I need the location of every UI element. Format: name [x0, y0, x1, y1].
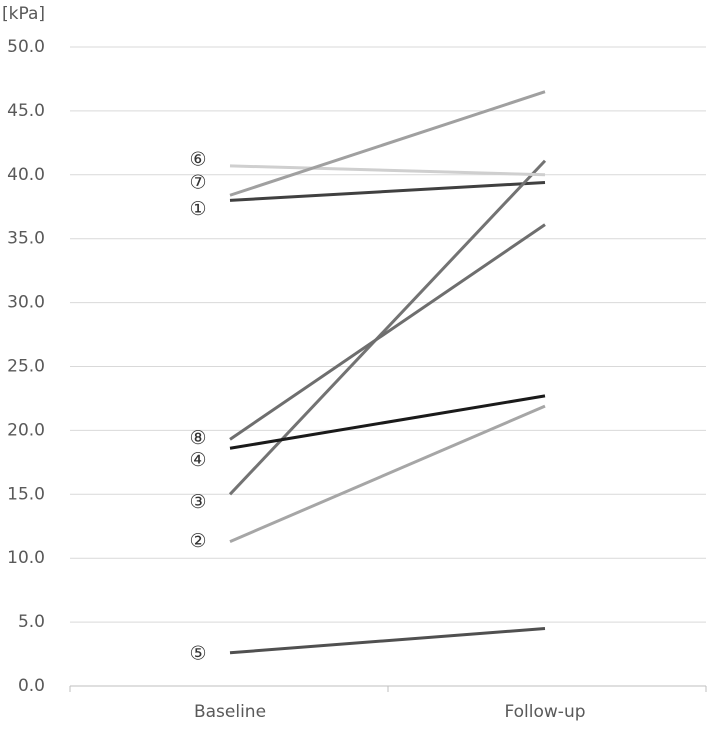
y-tick-label: 35.0 — [7, 229, 45, 249]
y-tick-label: 40.0 — [7, 165, 45, 185]
y-tick-label: 45.0 — [7, 101, 45, 121]
y-tick-label: 30.0 — [7, 293, 45, 313]
x-tick-label: Baseline — [194, 702, 266, 722]
y-tick-label: 0.0 — [18, 676, 45, 696]
series-line — [229, 223, 546, 441]
y-tick-label: 25.0 — [7, 357, 45, 377]
series-line — [229, 404, 546, 543]
series-label: ⑦ — [189, 172, 206, 194]
y-tick-label: 5.0 — [18, 612, 45, 632]
series-label: ② — [189, 530, 206, 552]
series-label: ⑤ — [189, 642, 206, 664]
series-line — [229, 626, 546, 655]
series-label: ④ — [189, 449, 206, 471]
series-label: ⑧ — [189, 427, 206, 449]
y-tick-label: 50.0 — [7, 37, 45, 57]
y-tick-label: 20.0 — [7, 420, 45, 440]
series-label: ⑥ — [189, 148, 206, 170]
y-axis-label: [kPa] — [2, 4, 45, 24]
series-line — [228, 159, 547, 496]
y-tick-label: 15.0 — [7, 484, 45, 504]
x-tick-label: Follow-up — [504, 702, 585, 722]
series-line — [229, 180, 546, 202]
series-line — [229, 164, 546, 177]
y-tick-label: 10.0 — [7, 548, 45, 568]
series-label: ③ — [189, 491, 206, 513]
series-label: ① — [189, 198, 206, 220]
series-line — [229, 90, 546, 197]
series-line — [229, 394, 546, 450]
